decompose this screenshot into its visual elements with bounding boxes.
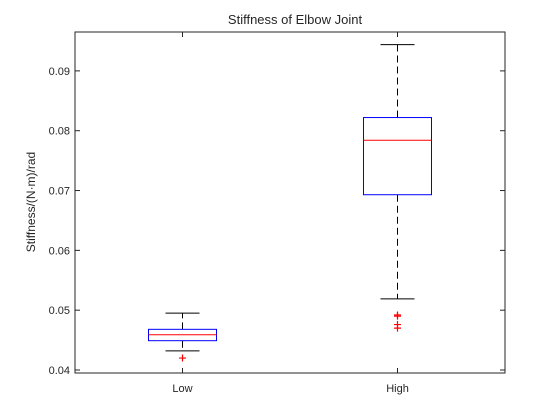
y-tick-label: 0.05 (49, 305, 70, 317)
y-tick-label: 0.07 (49, 186, 70, 198)
y-tick-label: 0.04 (49, 365, 70, 377)
x-tick-label: High (386, 383, 409, 395)
plot-area: 0.04 0.05 0.06 0.07 0.08 0.09 Low High (49, 31, 506, 395)
axes-frame (74, 31, 506, 374)
x-tick-label: Low (172, 383, 192, 395)
y-tick-label: 0.09 (49, 66, 70, 78)
iqr-box (363, 117, 432, 196)
outlier-marker (394, 324, 401, 332)
y-tick-label: 0.08 (49, 126, 70, 138)
y-tick-label: 0.06 (49, 245, 70, 257)
chart-title: Stiffness of Elbow Joint (228, 12, 363, 27)
outlier-marker (394, 312, 401, 320)
y-axis-label: Stiffness/(N·m)/rad (24, 152, 38, 252)
outlier-marker (179, 354, 186, 362)
